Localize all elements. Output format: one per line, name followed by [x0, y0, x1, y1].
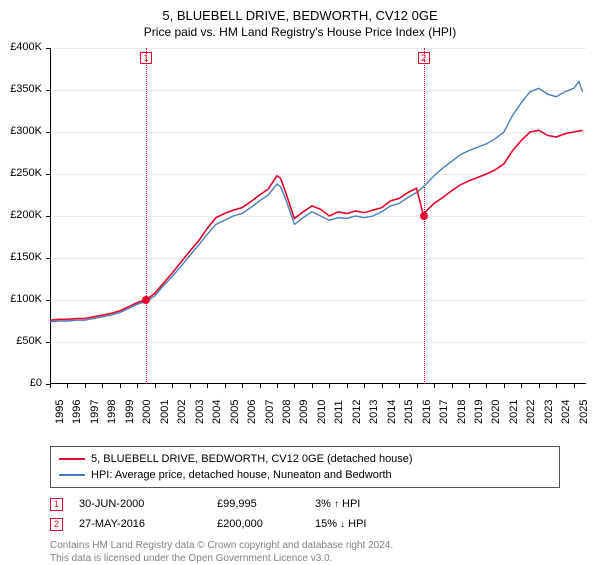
arrow-icon: ↑: [334, 499, 339, 510]
sale-dot: [420, 212, 428, 220]
legend-row: HPI: Average price, detached house, Nune…: [59, 467, 551, 483]
legend-row: 5, BLUEBELL DRIVE, BEDWORTH, CV12 0GE (d…: [59, 451, 551, 467]
xtick-label: 2023: [543, 392, 555, 424]
xtick-label: 1998: [106, 392, 118, 424]
xtick-label: 2012: [351, 392, 363, 424]
xtick-label: 2001: [159, 392, 171, 424]
series-property: [50, 130, 583, 320]
xtick-label: 2020: [490, 392, 502, 424]
xtick-label: 1996: [71, 392, 83, 424]
xtick-label: 2000: [141, 392, 153, 424]
xtick-label: 2015: [403, 392, 415, 424]
sales-row: 1 30-JUN-2000 £99,995 3% ↑ HPI: [50, 494, 560, 514]
sales-row-date: 27-MAY-2016: [79, 518, 189, 530]
sales-table: 1 30-JUN-2000 £99,995 3% ↑ HPI 2 27-MAY-2016 £…: [50, 494, 560, 534]
xtick-label: 2017: [438, 392, 450, 424]
sales-row-price: £99,995: [217, 498, 287, 510]
arrow-icon: ↓: [340, 519, 345, 530]
xtick-label: 2014: [386, 392, 398, 424]
footnote-line2: This data is licensed under the Open Gov…: [50, 553, 332, 564]
xtick-label: 2024: [560, 392, 572, 424]
footnote-line1: Contains HM Land Registry data © Crown c…: [50, 540, 393, 551]
xtick-label: 2008: [281, 392, 293, 424]
xtick-label: 2006: [246, 392, 258, 424]
legend: 5, BLUEBELL DRIVE, BEDWORTH, CV12 0GE (d…: [50, 446, 560, 488]
xtick-label: 2005: [229, 392, 241, 424]
xtick-label: 2025: [578, 392, 590, 424]
xtick-label: 2007: [264, 392, 276, 424]
legend-swatch: [59, 458, 85, 460]
xtick-label: 2004: [211, 392, 223, 424]
xtick-label: 2011: [333, 392, 345, 424]
sales-row-price: £200,000: [217, 518, 287, 530]
xtick-label: 2003: [194, 392, 206, 424]
sales-row-date: 30-JUN-2000: [79, 498, 189, 510]
sales-row-pct: 3% ↑ HPI: [315, 498, 360, 510]
xtick-label: 2009: [298, 392, 310, 424]
xtick-label: 1999: [124, 392, 136, 424]
xtick-label: 2010: [316, 392, 328, 424]
xtick-label: 1995: [54, 392, 66, 424]
sales-row-pct: 15% ↓ HPI: [315, 518, 366, 530]
series-hpi: [50, 82, 583, 322]
xtick-label: 2013: [368, 392, 380, 424]
sales-row-marker: 1: [50, 498, 63, 511]
xtick-label: 2002: [176, 392, 188, 424]
legend-label: 5, BLUEBELL DRIVE, BEDWORTH, CV12 0GE (d…: [91, 453, 413, 465]
sales-row-marker: 2: [50, 518, 63, 531]
footnote: Contains HM Land Registry data © Crown c…: [50, 540, 560, 565]
xtick-label: 1997: [89, 392, 101, 424]
sale-dot: [142, 296, 150, 304]
xtick-label: 2019: [473, 392, 485, 424]
xtick-label: 2022: [525, 392, 537, 424]
xtick-label: 2016: [421, 392, 433, 424]
xtick-label: 2021: [508, 392, 520, 424]
sales-row: 2 27-MAY-2016 £200,000 15% ↓ HPI: [50, 514, 560, 534]
chart-lines: [0, 0, 590, 388]
legend-swatch: [59, 474, 85, 476]
xtick-label: 2018: [456, 392, 468, 424]
legend-label: HPI: Average price, detached house, Nune…: [91, 469, 392, 481]
